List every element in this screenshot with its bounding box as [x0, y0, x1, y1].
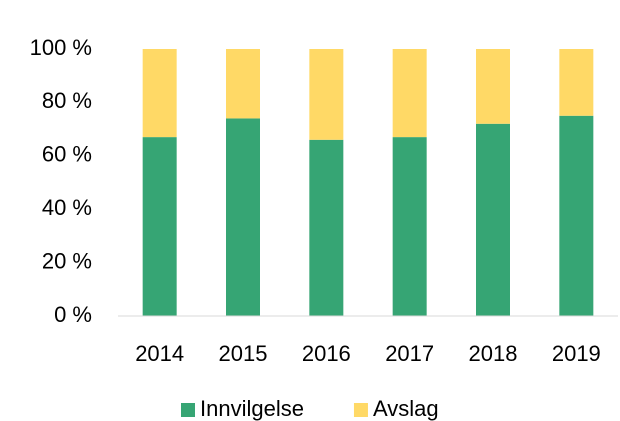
- bar-segment: [392, 49, 427, 138]
- x-tick-label: 2016: [302, 341, 351, 366]
- legend-label: Avslag: [373, 396, 439, 421]
- x-tick-label: 2014: [135, 341, 184, 366]
- x-tick-label: 2017: [385, 341, 434, 366]
- y-tick-label: 20 %: [42, 248, 92, 273]
- legend-swatch: [353, 403, 368, 417]
- bar-segment: [142, 137, 177, 316]
- bar-segment: [559, 115, 594, 316]
- y-tick-label: 40 %: [42, 195, 92, 220]
- bar-segment: [226, 49, 260, 119]
- legend-label: Innvilgelse: [200, 396, 304, 421]
- y-tick-label: 100 %: [30, 35, 92, 60]
- bar-segment: [476, 49, 510, 124]
- y-tick-label: 0 %: [54, 302, 92, 327]
- x-tick-label: 2018: [469, 341, 518, 366]
- bar-segment: [476, 123, 510, 316]
- bar-segment: [226, 118, 260, 316]
- y-tick-label: 60 %: [42, 142, 92, 167]
- legend-swatch: [181, 403, 195, 417]
- x-tick-label: 2019: [552, 341, 601, 366]
- bar-segment: [142, 49, 177, 138]
- bar-segment: [392, 137, 427, 316]
- bar-segment: [309, 49, 344, 140]
- bar-segment: [559, 49, 594, 116]
- bar-segment: [309, 139, 344, 316]
- x-tick-label: 2015: [219, 341, 268, 366]
- y-tick-label: 80 %: [42, 88, 92, 113]
